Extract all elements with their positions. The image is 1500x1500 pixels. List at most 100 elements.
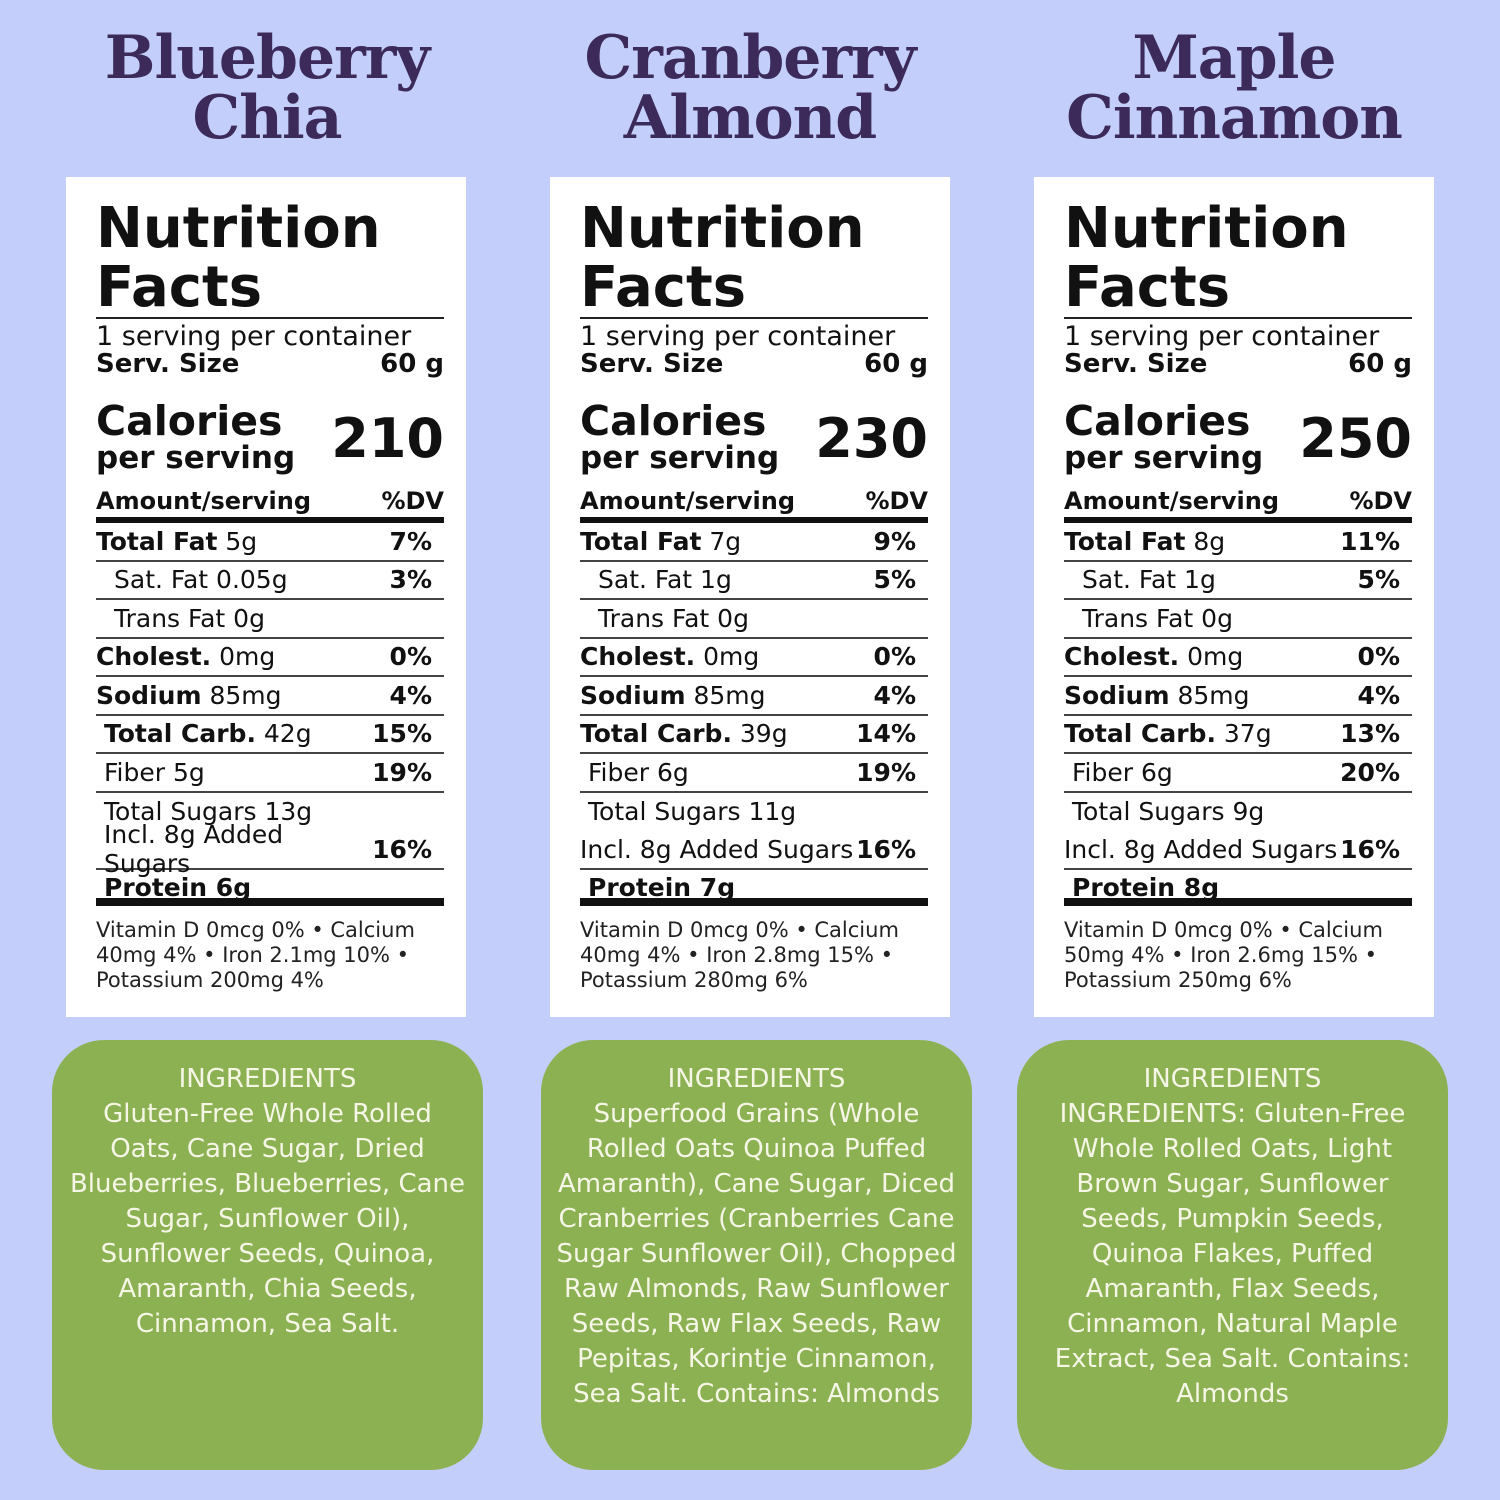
- nutrient-name-bold: Sodium: [1064, 680, 1170, 710]
- nutrient-amount: Total Sugars 13g: [104, 797, 313, 827]
- calories-label: Calories per serving: [1064, 397, 1263, 476]
- ingredients-title: INGREDIENTS: [667, 1064, 846, 1094]
- ingredients-title: INGREDIENTS: [178, 1064, 357, 1094]
- calories-label: Calories per serving: [580, 397, 780, 476]
- calories-label: Calories per serving: [96, 397, 295, 476]
- nutrient-name-bold: Sodium: [580, 680, 686, 710]
- nutrient-daily-value: 3%: [389, 565, 432, 595]
- nutrient-row: Incl. 8g Added Sugars 16%: [96, 820, 444, 878]
- nutrient-amount: 0mg: [211, 642, 276, 672]
- nutrient-row: Trans Fat 0g: [1064, 600, 1412, 639]
- amount-header-row: Amount/serving %DV: [96, 485, 444, 523]
- nutrient-name: Cholest. 0mg: [96, 642, 275, 671]
- nutrient-name: Cholest. 0mg: [1064, 642, 1243, 671]
- nutrient-name: Sodium 85mg: [96, 681, 281, 710]
- nutrient-name-bold: Total Fat: [1064, 526, 1186, 556]
- nutrient-name: Incl. 8g Added Sugars: [1064, 835, 1337, 864]
- nutrient-daily-value: 16%: [372, 834, 432, 864]
- nutrient-amount: Fiber 5g: [104, 757, 205, 787]
- nutrition-facts-label: Nutrition Facts 1 serving per container Ser…: [1034, 177, 1434, 1017]
- ingredients-box: INGREDIENTS INGREDIENTS: Gluten-Free Whol…: [1017, 1040, 1448, 1470]
- nutrient-amount: Trans Fat 0g: [1082, 603, 1233, 633]
- nutrient-amount: Sat. Fat 1g: [1082, 565, 1216, 595]
- servings-per-container: 1 serving per container: [580, 321, 896, 352]
- nutrient-name: Total Fat 8g: [1064, 527, 1225, 556]
- nutrition-facts-heading: Nutrition Facts: [580, 199, 928, 319]
- product-title-line1: Cranberry: [584, 23, 916, 93]
- nutrient-amount: 37g: [1215, 719, 1272, 749]
- nutrient-name: Incl. 8g Added Sugars: [104, 820, 372, 878]
- nutrient-daily-value: 0%: [873, 642, 916, 672]
- nutrient-row: Sat. Fat 0.05g 3%: [96, 562, 444, 600]
- calories-value: 210: [331, 406, 444, 470]
- product-title: Maple Cinnamon: [992, 28, 1476, 148]
- nutrient-name: Total Sugars 13g: [104, 797, 312, 826]
- nutrient-row: Sodium 85mg 4%: [1064, 677, 1412, 716]
- nutrient-name: Sodium 85mg: [580, 681, 765, 710]
- nutrient-daily-value: 4%: [873, 680, 916, 710]
- serving-size-label: Serv. Size: [96, 349, 240, 379]
- nutrient-name: Total Carb. 39g: [580, 719, 788, 748]
- ingredients-box: INGREDIENTS Superfood Grains (Whole Rolle…: [541, 1040, 972, 1470]
- nutrient-daily-value: 14%: [856, 719, 916, 749]
- nutrient-amount: Total Sugars 9g: [1072, 797, 1265, 827]
- calories-label-line1: Calories: [1064, 397, 1251, 445]
- ingredients-text: Superfood Grains (Whole Rolled Oats Quin…: [556, 1099, 957, 1409]
- nutrient-name-bold: Total Carb.: [1064, 719, 1216, 749]
- nutrient-row: Total Sugars 11g: [580, 793, 928, 832]
- product-title: Blueberry Chia: [25, 28, 509, 148]
- heading-line1: Nutrition: [1064, 196, 1349, 261]
- nutrient-name: Cholest. 0mg: [580, 642, 759, 671]
- nutrient-amount: Sat. Fat 1g: [598, 565, 732, 595]
- calories-row: Calories per serving 210: [96, 397, 444, 479]
- nutrient-amount: 0mg: [695, 642, 760, 672]
- calories-label-line1: Calories: [96, 397, 283, 445]
- product-title-line1: Maple: [1132, 23, 1336, 93]
- nutrient-daily-value: 19%: [372, 757, 432, 787]
- vitamins-minerals: Vitamin D 0mcg 0% • Calcium 50mg 4% • Ir…: [1064, 917, 1383, 992]
- vitamins-minerals: Vitamin D 0mcg 0% • Calcium 40mg 4% • Ir…: [580, 917, 899, 992]
- calories-value: 250: [1299, 406, 1412, 470]
- nutrient-amount: Trans Fat 0g: [114, 603, 265, 633]
- nutrient-daily-value: 9%: [873, 526, 916, 556]
- nutrient-amount: 0mg: [1179, 642, 1244, 672]
- nutrient-row: Total Fat 7g 9%: [580, 523, 928, 562]
- nutrient-daily-value: 16%: [856, 834, 916, 864]
- nutrient-daily-value: 19%: [856, 757, 916, 787]
- nutrient-name: Sat. Fat 0.05g: [114, 565, 288, 594]
- nutrient-daily-value: 5%: [1357, 565, 1400, 595]
- nutrient-amount: Total Sugars 11g: [588, 797, 797, 827]
- serving-size-value: 60 g: [380, 349, 444, 379]
- product-title-line2: Cinnamon: [1066, 83, 1403, 153]
- nutrient-name: Total Fat 5g: [96, 527, 257, 556]
- nutrient-daily-value: 13%: [1340, 719, 1400, 749]
- serving-size-label: Serv. Size: [1064, 349, 1208, 379]
- nutrient-row: Total Sugars 9g: [1064, 793, 1412, 832]
- product-title: Cranberry Almond: [508, 28, 992, 148]
- nutrient-amount: Incl. 8g Added Sugars: [104, 820, 284, 879]
- nutrient-row: Cholest. 0mg 0%: [1064, 639, 1412, 677]
- nutrient-amount: 39g: [731, 719, 788, 749]
- nutrient-row: Sodium 85mg 4%: [96, 677, 444, 716]
- amount-header-row: Amount/serving %DV: [1064, 485, 1412, 523]
- nutrient-amount: 85mg: [201, 680, 282, 710]
- nutrient-daily-value: 7%: [389, 526, 432, 556]
- ingredients-box: INGREDIENTS Gluten-Free Whole Rolled Oats…: [52, 1040, 483, 1470]
- serving-size-row: Serv. Size 60 g: [580, 351, 928, 377]
- nutrient-daily-value: 0%: [389, 642, 432, 672]
- nutrient-row: Total Carb. 42g 15%: [96, 716, 444, 754]
- nutrient-row: Sat. Fat 1g 5%: [1064, 562, 1412, 600]
- nutrient-row: Fiber 6g 19%: [580, 754, 928, 793]
- product-title-line2: Chia: [192, 83, 342, 153]
- heading-line2: Facts: [96, 255, 263, 320]
- nutrient-row: Incl. 8g Added Sugars 16%: [1064, 831, 1412, 870]
- nutrient-daily-value: 0%: [1357, 642, 1400, 672]
- calories-label-line1: Calories: [580, 397, 767, 445]
- daily-value-header: %DV: [1349, 487, 1412, 515]
- nutrient-row: Trans Fat 0g: [580, 600, 928, 639]
- heading-line1: Nutrition: [96, 196, 381, 261]
- calories-label-line2: per serving: [580, 440, 780, 476]
- nutrient-row: Sodium 85mg 4%: [580, 677, 928, 716]
- nutrient-amount: 85mg: [685, 680, 766, 710]
- ingredients-text: INGREDIENTS: Gluten-Free Whole Rolled Oa…: [1054, 1099, 1411, 1409]
